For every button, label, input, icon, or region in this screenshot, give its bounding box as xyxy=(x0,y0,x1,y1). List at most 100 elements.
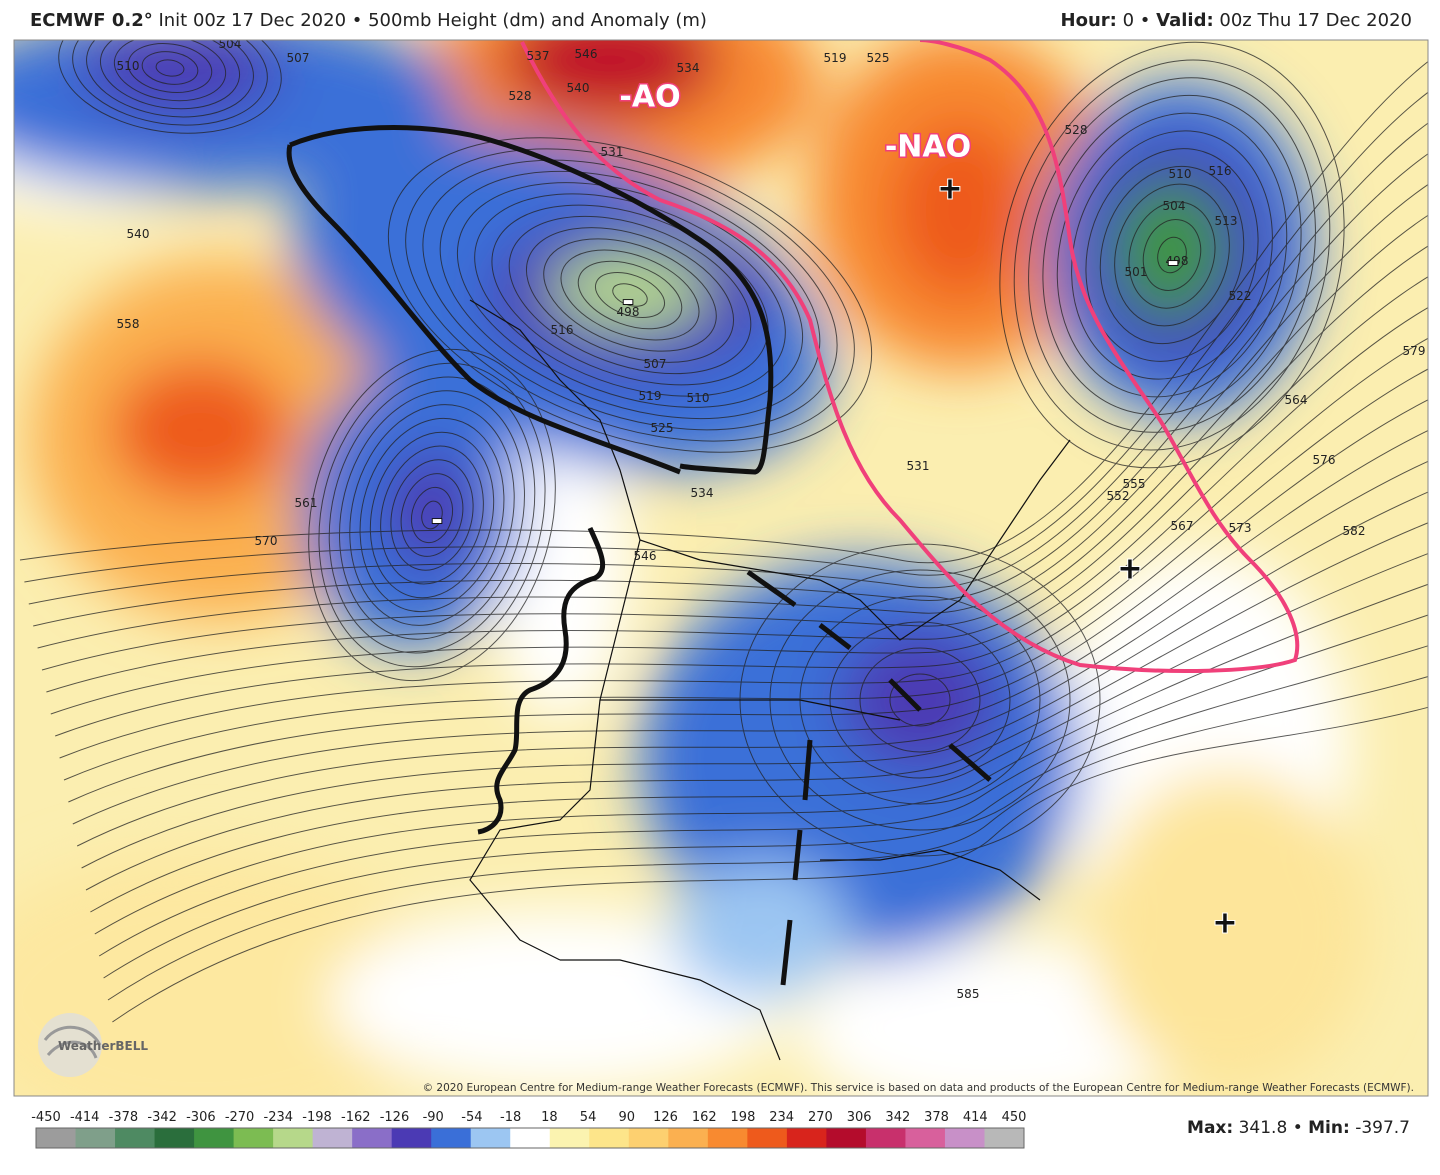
ridge-axis xyxy=(477,526,606,835)
hour-label: Hour: xyxy=(1060,10,1117,31)
colorbar-tick-label: 126 xyxy=(653,1110,678,1125)
contour xyxy=(81,491,1428,869)
colorbar-segment xyxy=(826,1128,867,1148)
map-frame xyxy=(13,39,1429,1097)
colorbar-tick-label: -18 xyxy=(500,1110,521,1125)
contour xyxy=(1157,236,1187,274)
contour xyxy=(359,417,505,613)
boundaries xyxy=(469,299,1071,1061)
colorbar-segment xyxy=(510,1128,551,1148)
colorbar-segment xyxy=(352,1128,393,1148)
contour xyxy=(113,40,227,102)
contour-label: 504 xyxy=(219,37,242,51)
colorbar-tick-label: 270 xyxy=(808,1110,833,1125)
contour xyxy=(405,148,855,442)
contour-label: 555 xyxy=(1123,477,1146,491)
contour xyxy=(1042,94,1302,416)
header-left: ECMWF 0.2° Init 00z 17 Dec 2020 • 500mb … xyxy=(30,10,707,31)
colorbar-tick-label: 414 xyxy=(963,1110,988,1125)
contour xyxy=(999,41,1345,469)
contour xyxy=(99,40,241,110)
contour xyxy=(474,193,786,397)
colorbar-tick-label: 342 xyxy=(885,1110,910,1125)
colorbar-segment xyxy=(707,1128,748,1148)
contour xyxy=(141,51,199,85)
contour-label: 534 xyxy=(677,61,700,75)
max-label: Max: xyxy=(1187,1118,1234,1138)
contour-label: 498 xyxy=(1166,254,1189,268)
contour xyxy=(94,583,1428,935)
colorbar-tick-label: -198 xyxy=(302,1110,332,1125)
contour xyxy=(577,260,683,330)
contour-label: 582 xyxy=(1343,524,1366,538)
colorbar-tick-label: 450 xyxy=(1002,1110,1027,1125)
contour-label: 531 xyxy=(601,145,624,159)
contour-label: 516 xyxy=(1209,164,1232,178)
valid-label: Valid: xyxy=(1156,10,1214,31)
annotation: -AO xyxy=(619,80,680,115)
contour-label: 528 xyxy=(509,89,532,103)
colorbar-tick-label: -54 xyxy=(461,1110,482,1125)
contour xyxy=(560,249,700,341)
contour-label: 537 xyxy=(527,49,550,63)
contour xyxy=(155,59,185,77)
colorbar-segment xyxy=(747,1128,788,1148)
model: ECMWF 0.2° xyxy=(30,10,153,31)
contour xyxy=(1114,183,1230,327)
map-field: 504 510 507 528 537 546 540 534 531 525 519 540 558 5… xyxy=(14,37,1428,1096)
colorbar-tick-label: -378 xyxy=(109,1110,139,1125)
contour xyxy=(50,276,1428,715)
contour-label: 564 xyxy=(1285,393,1308,407)
colorbar-tick-label: -234 xyxy=(264,1110,294,1125)
contour-label: 546 xyxy=(634,549,657,563)
colorbar-segment xyxy=(312,1128,353,1148)
colorbar-segment xyxy=(786,1128,827,1148)
contour xyxy=(612,283,648,307)
colorbar-tick-label: 162 xyxy=(692,1110,717,1125)
contour xyxy=(422,159,838,431)
min-label: Min: xyxy=(1308,1118,1350,1138)
colorbar-tick-label: 54 xyxy=(580,1110,597,1125)
contour-label: 504 xyxy=(1163,199,1186,213)
contour-label: 534 xyxy=(691,486,714,500)
contour-label: 552 xyxy=(1107,489,1130,503)
colorbar-segment xyxy=(194,1128,235,1148)
contour-label: 513 xyxy=(1215,214,1238,228)
contour xyxy=(107,676,1428,1001)
contour xyxy=(90,553,1428,913)
colorbar-tick-label: -342 xyxy=(147,1110,177,1125)
contour-label: 540 xyxy=(567,81,590,95)
colorbar-tick-label: -90 xyxy=(423,1110,444,1125)
colorbar-segment xyxy=(628,1128,669,1148)
annotation: + xyxy=(1212,906,1237,941)
contour xyxy=(103,645,1428,979)
contour xyxy=(594,272,666,318)
contour-label: 576 xyxy=(1313,453,1336,467)
contour xyxy=(59,337,1428,759)
contour xyxy=(112,706,1428,1023)
contour xyxy=(58,40,282,134)
contour-label: 519 xyxy=(639,389,662,403)
colorbar-segment xyxy=(154,1128,195,1148)
colorbar-segment xyxy=(984,1128,1025,1148)
contour xyxy=(85,522,1428,891)
contour-label: 561 xyxy=(295,496,318,510)
contour xyxy=(24,91,1428,583)
colorbar: -450 -414 -378 -342 -306 -270 -234 -198 -162 -126… xyxy=(31,1110,1027,1149)
annotation: + xyxy=(937,172,962,207)
contour-label: 567 xyxy=(1171,519,1194,533)
annotation: - xyxy=(1167,245,1179,278)
contour-label: 498 xyxy=(617,305,640,319)
contour-label: 501 xyxy=(1125,265,1148,279)
colorbar-segment xyxy=(75,1128,116,1148)
contour-label: 570 xyxy=(255,534,278,548)
contour xyxy=(37,184,1428,649)
contour-label: 519 xyxy=(824,51,847,65)
colorbar-tick-label: -450 xyxy=(31,1110,61,1125)
annotation: + xyxy=(1117,552,1142,587)
contour xyxy=(1128,201,1216,309)
contour-label: 522 xyxy=(1229,289,1252,303)
colorbar-tick-label: -126 xyxy=(380,1110,410,1125)
logo: WeatherBELL xyxy=(38,1013,148,1077)
